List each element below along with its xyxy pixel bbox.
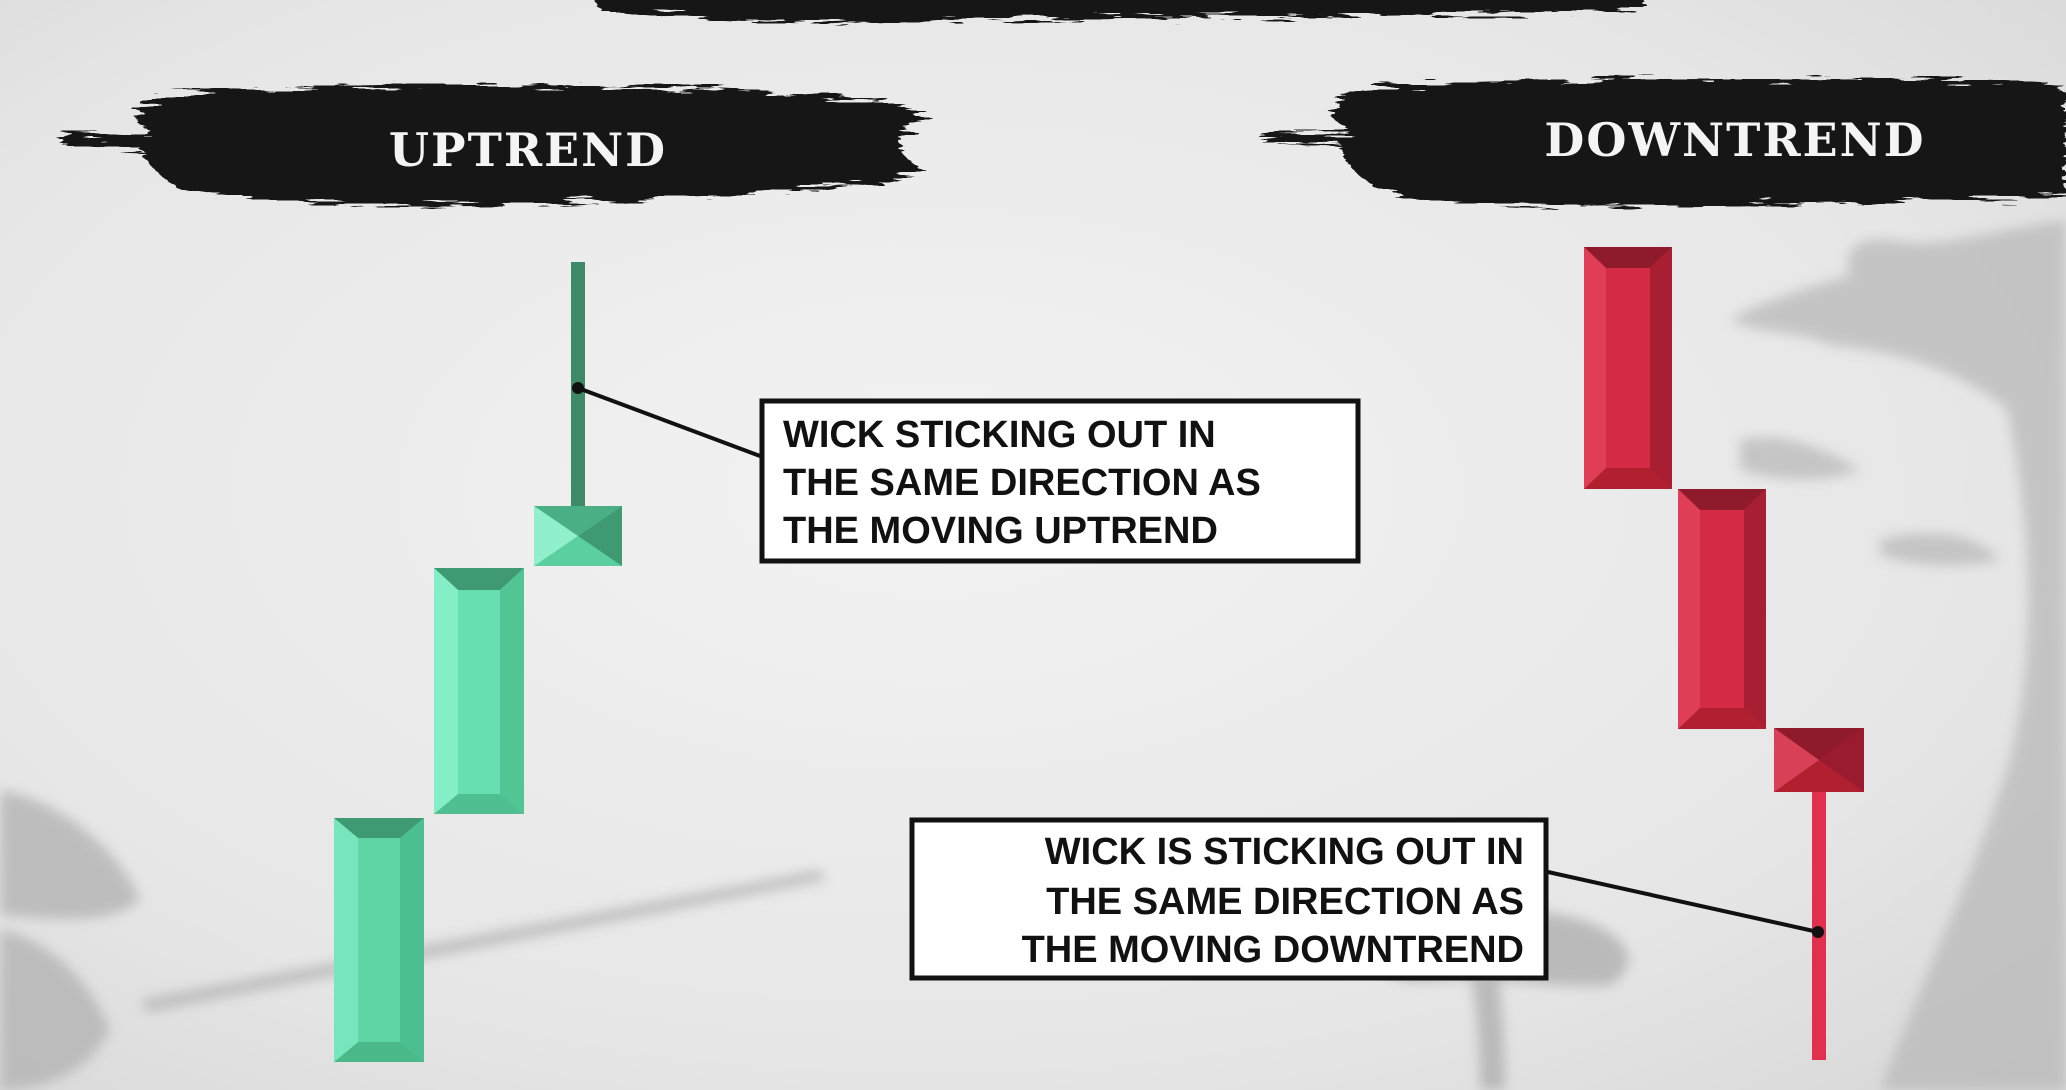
brush-stroke-uptrend: [60, 84, 930, 206]
uptrend-callout: WICK STICKING OUT IN THE SAME DIRECTION …: [759, 398, 1361, 564]
brush-stroke-top: [595, 0, 1645, 23]
downtrend-callout-line-1: WICK IS STICKING OUT IN: [1045, 831, 1524, 873]
bullish-candle-1: [334, 818, 424, 1062]
downtrend-callout-line-3: THE MOVING DOWNTREND: [1022, 929, 1524, 971]
bullish-candle-2: [434, 568, 524, 814]
bearish-candle-1: [1584, 247, 1672, 489]
uptrend-callout-line-2: THE SAME DIRECTION AS: [783, 462, 1261, 504]
uptrend-callout-line-3: THE MOVING UPTREND: [783, 510, 1218, 552]
downtrend-leader-line: [1547, 870, 1824, 938]
bearish-candle-3: [1774, 728, 1864, 1060]
uptrend-candles: [334, 262, 622, 1062]
uptrend-heading: UPTREND: [389, 123, 667, 177]
downtrend-callout: WICK IS STICKING OUT IN THE SAME DIRECTI…: [909, 817, 1549, 981]
brush-stroke-downtrend: [1260, 78, 2066, 207]
bearish-candle-2: [1678, 489, 1766, 729]
downtrend-callout-line-2: THE SAME DIRECTION AS: [1046, 881, 1524, 923]
downtrend-candles: [1584, 247, 1864, 1060]
lower-wick: [1812, 792, 1826, 1060]
downtrend-heading: DOWNTREND: [1544, 113, 1925, 167]
ink-figure-decoration: [0, 790, 826, 1090]
uptrend-leader-line: [572, 382, 761, 458]
uptrend-callout-line-1: WICK STICKING OUT IN: [783, 414, 1216, 456]
ink-tree-decoration: [1730, 220, 2066, 1090]
